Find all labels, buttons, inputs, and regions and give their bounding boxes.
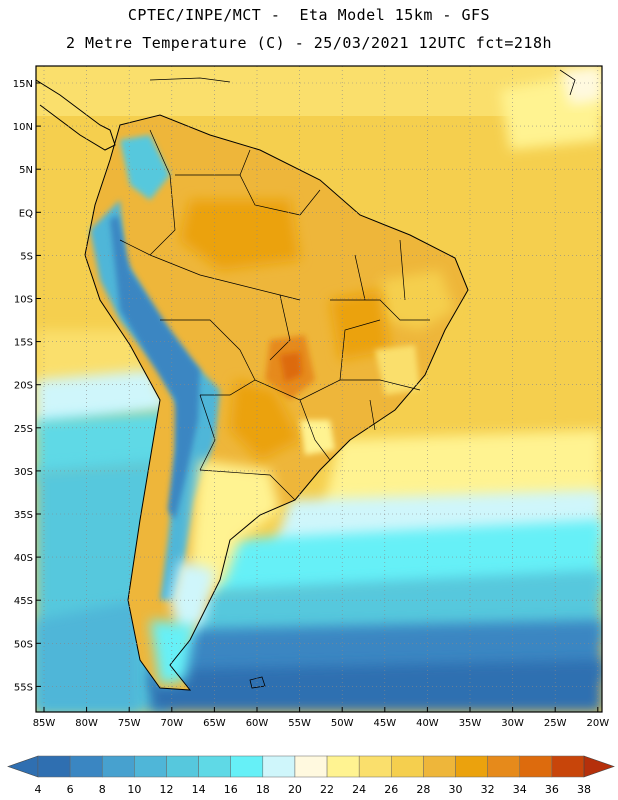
lon-label: 20W: [586, 718, 609, 729]
colorbar-label: 30: [449, 783, 463, 796]
lat-label: 25S: [14, 424, 33, 435]
country-borders: [119, 129, 430, 501]
colorbar-label: 26: [384, 783, 398, 796]
falklands-outline: [249, 676, 266, 689]
colorbar-segment: [423, 755, 456, 778]
colorbar-segment: [358, 755, 392, 778]
colorbar-segment: [37, 755, 71, 778]
colorbar-label: 18: [256, 783, 270, 796]
colorbar-high-arrow: [583, 755, 615, 778]
lon-label: 45W: [373, 718, 396, 729]
lat-label: 35S: [14, 510, 33, 521]
lat-label: 40S: [14, 553, 33, 564]
lon-label: 60W: [246, 718, 269, 729]
lat-label: 45S: [14, 596, 33, 607]
colorbar-label: 32: [481, 783, 495, 796]
map-title-line1: CPTEC/INPE/MCT - Eta Model 15km - GFS: [127, 6, 491, 24]
lon-label: 50W: [331, 718, 354, 729]
colorbar-label: 36: [545, 783, 559, 796]
lat-label: EQ: [19, 208, 33, 219]
central-america-outline: [36, 79, 116, 151]
colorbar-label: 20: [288, 783, 302, 796]
colorbar-label: 12: [159, 783, 173, 796]
lat-label: 5S: [20, 251, 33, 262]
colorbar-label: 4: [35, 783, 42, 796]
lon-label: 70W: [160, 718, 183, 729]
lon-label: 35W: [459, 718, 482, 729]
colorbar-segment: [326, 755, 360, 778]
colorbar-segment: [551, 755, 585, 778]
lon-label: 30W: [501, 718, 524, 729]
latitude-axis: 15N 10N 5N EQ 5S 10S 15S 20S 25S 30S 35S 40S 45S 50S 5…: [13, 79, 41, 693]
map-frame: [35, 65, 603, 713]
colorbar-label: 10: [127, 783, 141, 796]
colorbar-segment: [519, 755, 553, 778]
colorbar: 4 6 8 10 12 14 16 18 20 22 24 26 28 30 32 34 36 38: [7, 755, 615, 796]
lat-label: 15S: [14, 338, 33, 349]
colorbar-label: 8: [99, 783, 106, 796]
colorbar-label: 14: [192, 783, 206, 796]
colorbar-segment: [101, 755, 135, 778]
colorbar-label: 38: [577, 783, 591, 796]
lat-label: 50S: [14, 639, 33, 650]
lon-label: 75W: [118, 718, 141, 729]
colorbar-segment: [134, 755, 167, 778]
temperature-field: [36, 66, 602, 712]
lat-label: 55S: [14, 682, 33, 693]
coastline: [84, 114, 469, 691]
lon-label: 65W: [203, 718, 226, 729]
colorbar-segment: [166, 755, 199, 778]
colorbar-segment: [230, 755, 264, 778]
colorbar-segment: [487, 755, 521, 778]
lat-label: 10N: [13, 122, 33, 133]
lat-label: 15N: [13, 79, 33, 90]
longitude-axis: 85W 80W 75W 70W 65W 60W 55W 50W 45W 40W 35W 30W 25W 2…: [33, 707, 609, 729]
lat-label: 5N: [19, 165, 33, 176]
lon-label: 40W: [416, 718, 439, 729]
colorbar-segment: [69, 755, 103, 778]
colorbar-label: 28: [416, 783, 430, 796]
colorbar-segment: [391, 755, 424, 778]
map-title-line2: 2 Metre Temperature (C) - 25/03/2021 12U…: [65, 34, 553, 52]
colorbar-segment: [294, 755, 328, 778]
colorbar-label: 6: [67, 783, 74, 796]
colorbar-segment: [262, 755, 296, 778]
lon-label: 25W: [544, 718, 567, 729]
colorbar-label: 22: [320, 783, 334, 796]
lon-label: 80W: [75, 718, 98, 729]
colorbar-label: 16: [224, 783, 238, 796]
colorbar-label: 24: [352, 783, 366, 796]
colorbar-segment: [455, 755, 488, 778]
colorbar-label: 34: [513, 783, 527, 796]
lat-label: 10S: [14, 295, 33, 306]
colorbar-low-arrow: [7, 755, 39, 778]
colorbar-segment: [198, 755, 231, 778]
lat-label: 30S: [14, 467, 33, 478]
lat-label: 20S: [14, 381, 33, 392]
lon-label: 85W: [33, 718, 56, 729]
lon-label: 55W: [288, 718, 311, 729]
